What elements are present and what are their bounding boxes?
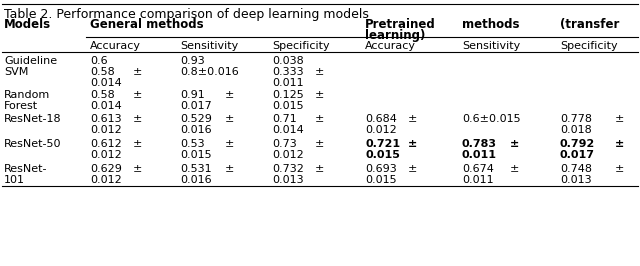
Text: ±: ± — [408, 164, 417, 174]
Text: 0.612: 0.612 — [90, 139, 122, 149]
Text: 0.333: 0.333 — [272, 67, 303, 77]
Text: 0.792: 0.792 — [560, 139, 595, 149]
Text: ±: ± — [133, 114, 142, 124]
Text: 0.011: 0.011 — [272, 78, 303, 88]
Text: 0.015: 0.015 — [272, 101, 303, 111]
Text: Table 2. Performance comparison of deep learning models: Table 2. Performance comparison of deep … — [4, 8, 369, 21]
Text: ±: ± — [510, 164, 520, 174]
Text: Guideline: Guideline — [4, 56, 57, 66]
Text: Sensitivity: Sensitivity — [180, 41, 238, 51]
Text: ±: ± — [408, 114, 417, 124]
Text: 0.012: 0.012 — [272, 150, 304, 160]
Text: Random: Random — [4, 90, 51, 100]
Text: 0.783: 0.783 — [462, 139, 497, 149]
Text: 0.529: 0.529 — [180, 114, 212, 124]
Text: Pretrained: Pretrained — [365, 18, 436, 31]
Text: 0.017: 0.017 — [560, 150, 595, 160]
Text: ±: ± — [225, 139, 234, 149]
Text: 0.53: 0.53 — [180, 139, 205, 149]
Text: Models: Models — [4, 18, 51, 31]
Text: 0.125: 0.125 — [272, 90, 304, 100]
Text: ±: ± — [615, 114, 625, 124]
Text: ±: ± — [133, 164, 142, 174]
Text: 0.8±0.016: 0.8±0.016 — [180, 67, 239, 77]
Text: 0.58: 0.58 — [90, 90, 115, 100]
Text: 0.016: 0.016 — [180, 175, 212, 185]
Text: 0.58: 0.58 — [90, 67, 115, 77]
Text: Specificity: Specificity — [272, 41, 330, 51]
Text: ResNet-: ResNet- — [4, 164, 47, 174]
Text: 0.014: 0.014 — [90, 78, 122, 88]
Text: 0.015: 0.015 — [180, 150, 212, 160]
Text: 0.012: 0.012 — [90, 125, 122, 135]
Text: 0.012: 0.012 — [90, 175, 122, 185]
Text: 0.93: 0.93 — [180, 56, 205, 66]
Text: ResNet-18: ResNet-18 — [4, 114, 61, 124]
Text: 101: 101 — [4, 175, 25, 185]
Text: ±: ± — [225, 90, 234, 100]
Text: 0.6±0.015: 0.6±0.015 — [462, 114, 520, 124]
Text: 0.6: 0.6 — [90, 56, 108, 66]
Text: ±: ± — [510, 139, 519, 149]
Text: ±: ± — [133, 67, 142, 77]
Text: 0.015: 0.015 — [365, 150, 400, 160]
Text: 0.91: 0.91 — [180, 90, 205, 100]
Text: 0.012: 0.012 — [365, 125, 397, 135]
Text: Forest: Forest — [4, 101, 38, 111]
Text: 0.778: 0.778 — [560, 114, 592, 124]
Text: 0.011: 0.011 — [462, 175, 493, 185]
Text: ±: ± — [315, 114, 324, 124]
Text: 0.748: 0.748 — [560, 164, 592, 174]
Text: ±: ± — [408, 139, 417, 149]
Text: General methods: General methods — [90, 18, 204, 31]
Text: ±: ± — [315, 90, 324, 100]
Text: Accuracy: Accuracy — [365, 41, 416, 51]
Text: ResNet-50: ResNet-50 — [4, 139, 61, 149]
Text: ±: ± — [615, 139, 624, 149]
Text: 0.012: 0.012 — [90, 150, 122, 160]
Text: learning): learning) — [365, 29, 426, 42]
Text: 0.014: 0.014 — [272, 125, 304, 135]
Text: methods: methods — [462, 18, 520, 31]
Text: 0.011: 0.011 — [462, 150, 497, 160]
Text: Sensitivity: Sensitivity — [462, 41, 520, 51]
Text: 0.018: 0.018 — [560, 125, 592, 135]
Text: 0.71: 0.71 — [272, 114, 297, 124]
Text: ±: ± — [133, 90, 142, 100]
Text: (transfer: (transfer — [560, 18, 620, 31]
Text: 0.015: 0.015 — [365, 175, 397, 185]
Text: Accuracy: Accuracy — [90, 41, 141, 51]
Text: 0.674: 0.674 — [462, 164, 494, 174]
Text: 0.732: 0.732 — [272, 164, 304, 174]
Text: 0.531: 0.531 — [180, 164, 212, 174]
Text: 0.684: 0.684 — [365, 114, 397, 124]
Text: 0.721: 0.721 — [365, 139, 400, 149]
Text: 0.693: 0.693 — [365, 164, 397, 174]
Text: Specificity: Specificity — [560, 41, 618, 51]
Text: ±: ± — [225, 114, 234, 124]
Text: ±: ± — [225, 164, 234, 174]
Text: 0.014: 0.014 — [90, 101, 122, 111]
Text: ±: ± — [133, 139, 142, 149]
Text: ±: ± — [315, 164, 324, 174]
Text: ±: ± — [615, 164, 625, 174]
Text: 0.038: 0.038 — [272, 56, 304, 66]
Text: 0.013: 0.013 — [560, 175, 591, 185]
Text: 0.016: 0.016 — [180, 125, 212, 135]
Text: ±: ± — [315, 67, 324, 77]
Text: 0.017: 0.017 — [180, 101, 212, 111]
Text: 0.013: 0.013 — [272, 175, 303, 185]
Text: 0.613: 0.613 — [90, 114, 122, 124]
Text: 0.629: 0.629 — [90, 164, 122, 174]
Text: ±: ± — [315, 139, 324, 149]
Text: 0.73: 0.73 — [272, 139, 297, 149]
Text: SVM: SVM — [4, 67, 28, 77]
